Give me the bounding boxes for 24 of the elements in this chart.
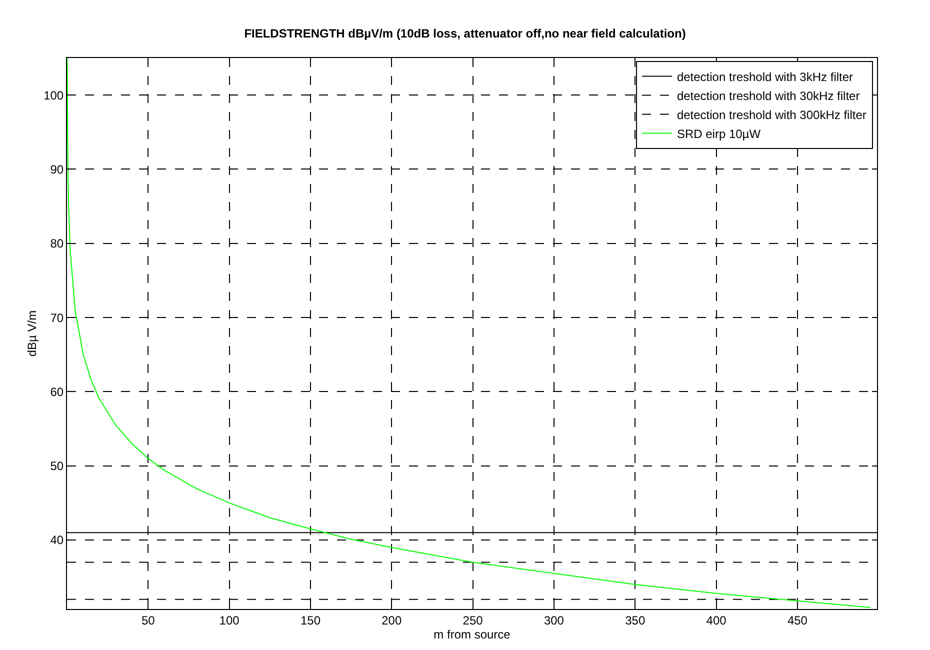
- legend-label: detection treshold with 30kHz filter: [676, 88, 860, 103]
- y-axis-title: dBµ V/m: [24, 310, 39, 357]
- legend-label: detection treshold with 300kHz filter: [676, 108, 866, 122]
- y-tick-label: 50: [50, 459, 64, 474]
- legend-label: detection treshold with 3kHz filter: [676, 70, 854, 84]
- y-tick-label: 60: [50, 384, 64, 399]
- line-series: [67, 58, 872, 608]
- y-tick-label: 70: [50, 310, 64, 325]
- x-tick-label: 250: [462, 613, 484, 628]
- chart-title: FIELDSTRENGTH dBµV/m (10dB loss, attenuator off,no near field calculation): [244, 26, 686, 41]
- x-tick-label: 100: [219, 613, 240, 628]
- x-axis-title: m from source: [434, 627, 511, 642]
- y-tick-label: 90: [50, 162, 64, 176]
- y-tick-label: 100: [44, 88, 64, 102]
- x-tick-label: 350: [625, 613, 646, 628]
- y-tick-label: 80: [50, 236, 64, 251]
- x-tick-label: 300: [544, 613, 564, 628]
- x-tick-label: 150: [300, 613, 321, 628]
- x-tick-label: 400: [706, 613, 727, 628]
- x-tick-label: 50: [141, 613, 156, 628]
- x-tick-label: 200: [382, 613, 402, 628]
- y-tick-label: 40: [50, 533, 64, 548]
- x-tick-label: 450: [787, 613, 808, 628]
- legend-label: SRD eirp 10µW: [676, 126, 762, 141]
